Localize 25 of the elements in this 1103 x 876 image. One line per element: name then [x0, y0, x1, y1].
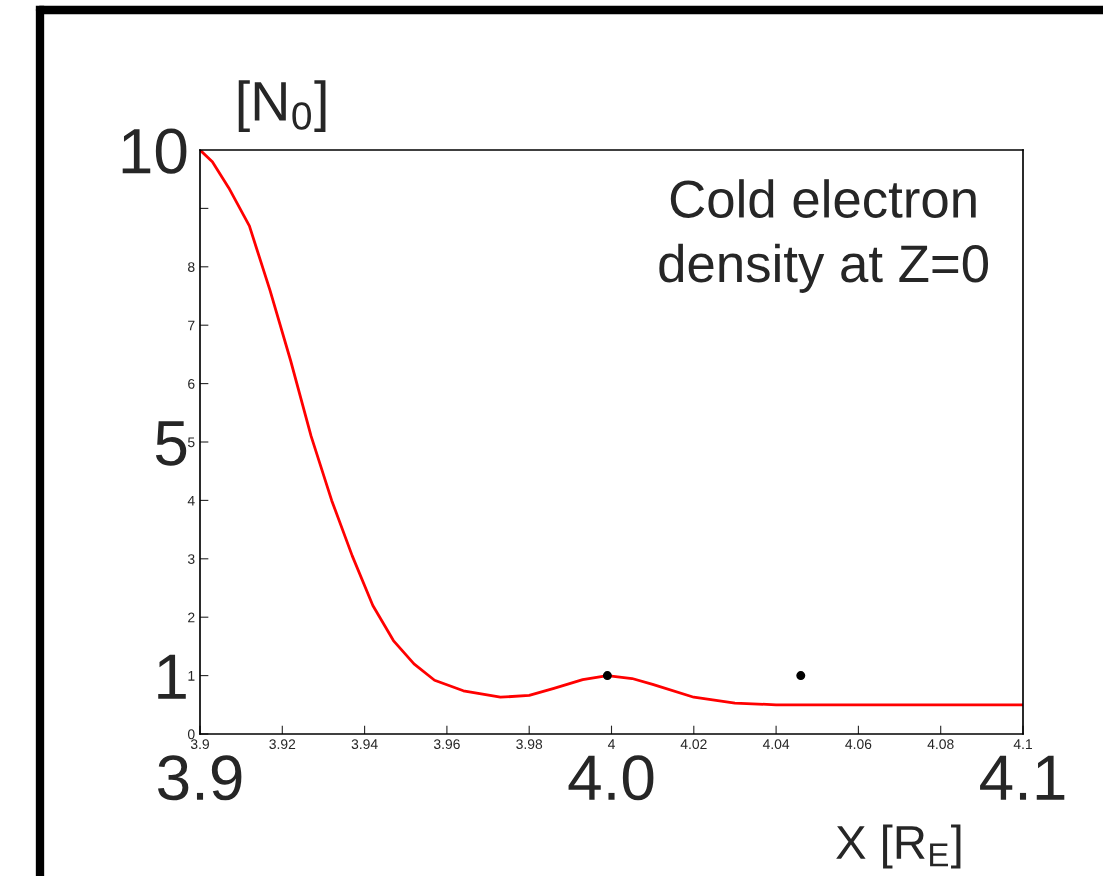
- y-tick-label: 3: [187, 554, 195, 564]
- y-tick-label: 6: [188, 378, 195, 389]
- y-axis-title: [N$_{0}$]: [238, 80, 326, 133]
- x-tick-label: 4.1: [1013, 739, 1032, 749]
- y2-tick-label: 10: [122, 128, 187, 174]
- x-tick-label: 4.08: [927, 739, 954, 750]
- y-tick-label: 4: [187, 495, 195, 506]
- y-tick-label: 8: [188, 262, 195, 272]
- x-tick-label: 4.04: [762, 739, 790, 750]
- x-axis-title: X [R$_{E}$]: [836, 824, 961, 869]
- x-tick-label: 3.98: [516, 739, 543, 750]
- y-tick-label: 7: [188, 320, 195, 331]
- y-tick-label: 1: [188, 671, 195, 681]
- y-tick-label: 2: [188, 612, 195, 623]
- annotation: Cold electron density at Z=0: [659, 179, 989, 293]
- x-tick-label: 4.06: [845, 739, 872, 750]
- x-tick-label: 3.94: [351, 739, 378, 750]
- y-tick-label: 0: [187, 729, 195, 740]
- x-tick-label: 3.96: [433, 739, 460, 750]
- x-tick-label: 4.02: [680, 739, 707, 750]
- x2-tick-label: 4.0: [568, 755, 654, 801]
- x-tick-label: 3.9: [190, 739, 209, 750]
- x-tick-label: 3.92: [269, 739, 296, 750]
- x-tick-label: 4: [607, 739, 615, 749]
- y-tick-label: 5: [187, 437, 195, 448]
